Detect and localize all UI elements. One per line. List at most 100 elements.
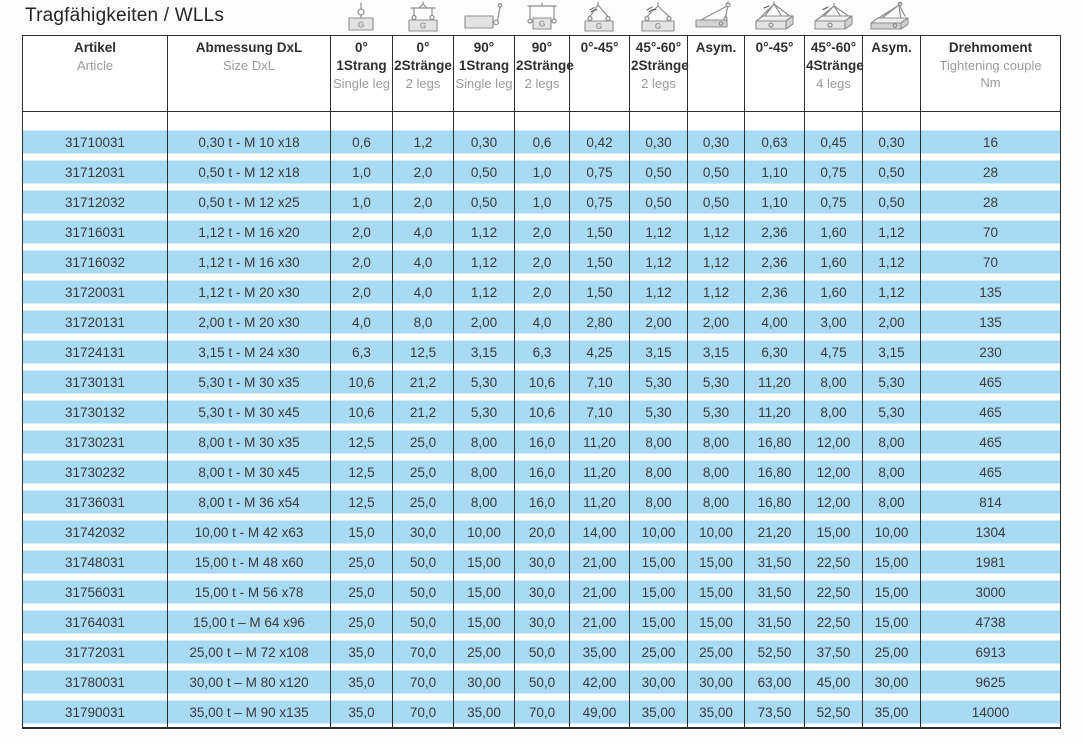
cell-wll-45-60-2leg: 30,00 — [629, 667, 688, 697]
cell-wll-45-60-2leg: 8,00 — [629, 427, 688, 457]
cell-drehmoment: 4738 — [920, 607, 1061, 637]
col-0-45-4leg: 0°-45° — [744, 35, 805, 112]
cell-wll-45-60-2leg: 0,50 — [629, 187, 688, 217]
cell-wll-0deg-1strang: 35,0 — [330, 697, 393, 729]
table-row: 31790031 35,00 t – M 90 x135 35,0 70,0 3… — [22, 697, 1061, 729]
cell-wll-0-45-2leg: 0,42 — [569, 127, 630, 157]
svg-text:G: G — [538, 19, 545, 29]
cell-wll-0deg-1strang: 35,0 — [330, 637, 393, 667]
cell-wll-90deg-1strang: 25,00 — [453, 637, 515, 667]
col-drehmoment: Drehmoment Tightening couple Nm — [920, 35, 1061, 112]
col-label: 0°-45° — [755, 40, 794, 55]
cell-artikel: 31730132 — [22, 397, 168, 427]
cell-wll-asym-4leg: 15,00 — [862, 577, 921, 607]
cell-wll-asym-2leg: 2,00 — [687, 307, 745, 337]
cell-wll-0-45-2leg: 42,00 — [569, 667, 630, 697]
cell-artikel: 31790031 — [22, 697, 168, 729]
cell-abmessung: 1,12 t - M 16 x30 — [167, 247, 331, 277]
col-sublabel: Article — [76, 57, 114, 73]
col-label: Asym. — [695, 40, 737, 55]
table-row: 31712032 0,50 t - M 12 x25 1,0 2,0 0,50 … — [22, 187, 1061, 217]
cell-wll-45-60-4leg: 22,50 — [804, 607, 863, 637]
cell-wll-90deg-1strang: 1,12 — [453, 277, 515, 307]
col-45-60-2straenge: 45°-60° 2Stränge 2 legs — [629, 35, 689, 112]
cell-wll-45-60-4leg: 8,00 — [804, 367, 863, 397]
cell-wll-45-60-2leg: 15,00 — [629, 607, 688, 637]
cell-wll-0-45-4leg: 63,00 — [744, 667, 805, 697]
col-sublabel: 2 legs — [641, 75, 676, 91]
cell-wll-0-45-4leg: 21,20 — [744, 517, 805, 547]
col-label: 45°-60° — [635, 40, 682, 55]
cell-wll-90deg-2straenge: 2,0 — [514, 247, 570, 277]
cell-wll-asym-2leg: 25,00 — [687, 637, 745, 667]
icon-spacer — [167, 1, 330, 34]
cell-wll-0-45-2leg: 11,20 — [569, 427, 630, 457]
cell-wll-90deg-1strang — [453, 111, 515, 127]
cell-wll-0deg-2straenge: 12,5 — [392, 337, 454, 367]
cell-wll-90deg-2straenge: 30,0 — [514, 607, 570, 637]
col-label: 0° — [416, 40, 430, 55]
cell-wll-45-60-4leg: 0,75 — [804, 187, 863, 217]
col-label: 45°-60° — [810, 40, 857, 55]
cell-wll-0-45-4leg: 73,50 — [744, 697, 805, 729]
cell-wll-asym-4leg: 0,30 — [862, 127, 921, 157]
cell-wll-asym-4leg: 3,15 — [862, 337, 921, 367]
cell-wll-0deg-1strang: 12,5 — [330, 487, 393, 517]
col-label2: 1Strang — [458, 57, 510, 73]
cell-wll-0deg-1strang: 2,0 — [330, 277, 393, 307]
cell-drehmoment: 814 — [920, 487, 1061, 517]
cell-wll-45-60-4leg: 12,00 — [804, 487, 863, 517]
cell-wll-0deg-2straenge: 2,0 — [392, 157, 454, 187]
cell-wll-45-60-2leg: 15,00 — [629, 547, 688, 577]
cell-wll-asym-4leg: 8,00 — [862, 457, 921, 487]
cell-wll-45-60-2leg: 10,00 — [629, 517, 688, 547]
cell-wll-0-45-4leg: 16,80 — [744, 487, 805, 517]
cell-wll-0-45-4leg: 11,20 — [744, 397, 805, 427]
cell-wll-0deg-1strang: 15,0 — [330, 517, 393, 547]
cell-wll-0deg-1strang: 2,0 — [330, 247, 393, 277]
col-sublabel: 2 legs — [405, 75, 441, 91]
cell-abmessung: 0,50 t - M 12 x25 — [167, 187, 331, 217]
cell-wll-0deg-2straenge: 50,0 — [392, 577, 454, 607]
cell-wll-0-45-2leg — [569, 111, 630, 127]
table-row: 31724131 3,15 t - M 24 x30 6,3 12,5 3,15… — [22, 337, 1061, 367]
cell-wll-0deg-1strang: 0,6 — [330, 127, 393, 157]
svg-text:G: G — [358, 20, 365, 30]
cell-wll-90deg-1strang: 8,00 — [453, 487, 515, 517]
cell-wll-0deg-2straenge: 70,0 — [392, 637, 454, 667]
hoist-0deg-single-leg-icon: G — [330, 1, 392, 34]
cell-wll-90deg-1strang: 5,30 — [453, 397, 515, 427]
cell-wll-0-45-2leg: 1,50 — [569, 277, 630, 307]
cell-wll-90deg-1strang: 1,12 — [453, 217, 515, 247]
icon-spacer — [22, 1, 167, 34]
cell-wll-asym-4leg: 35,00 — [862, 697, 921, 729]
cell-wll-90deg-2straenge: 20,0 — [514, 517, 570, 547]
cell-drehmoment: 70 — [920, 247, 1061, 277]
sling-45-60-2-legs-icon: G — [629, 1, 687, 34]
cell-wll-asym-4leg — [862, 111, 921, 127]
cell-wll-0-45-2leg: 4,25 — [569, 337, 630, 367]
cell-abmessung: 5,30 t - M 30 x35 — [167, 367, 331, 397]
hoist-0deg-2-legs-icon: G — [392, 1, 453, 34]
cell-abmessung: 3,15 t - M 24 x30 — [167, 337, 331, 367]
cell-wll-0-45-4leg: 11,20 — [744, 367, 805, 397]
sling-asym-4-legs-icon — [862, 1, 920, 34]
cell-drehmoment: 1981 — [920, 547, 1061, 577]
cell-wll-0-45-2leg: 49,00 — [569, 697, 630, 729]
cell-wll-asym-4leg: 15,00 — [862, 607, 921, 637]
cell-wll-0deg-2straenge — [392, 111, 454, 127]
cell-wll-90deg-2straenge: 0,6 — [514, 127, 570, 157]
cell-wll-0deg-2straenge: 25,0 — [392, 427, 454, 457]
cell-wll-asym-2leg: 1,12 — [687, 217, 745, 247]
col-label: Drehmoment — [948, 40, 1033, 55]
cell-wll-0deg-2straenge: 70,0 — [392, 697, 454, 729]
cell-wll-0deg-1strang: 2,0 — [330, 217, 393, 247]
cell-wll-0deg-1strang — [330, 111, 393, 127]
cell-wll-asym-2leg: 5,30 — [687, 367, 745, 397]
cell-abmessung: 0,30 t - M 10 x18 — [167, 127, 331, 157]
icon-spacer — [920, 1, 1060, 34]
cell-abmessung: 8,00 t - M 30 x45 — [167, 457, 331, 487]
table-row: 31716032 1,12 t - M 16 x30 2,0 4,0 1,12 … — [22, 247, 1061, 277]
wll-table-wrap: Artikel Article Abmessung DxL Size DxL 0… — [22, 35, 1061, 729]
cell-artikel: 31712032 — [22, 187, 168, 217]
